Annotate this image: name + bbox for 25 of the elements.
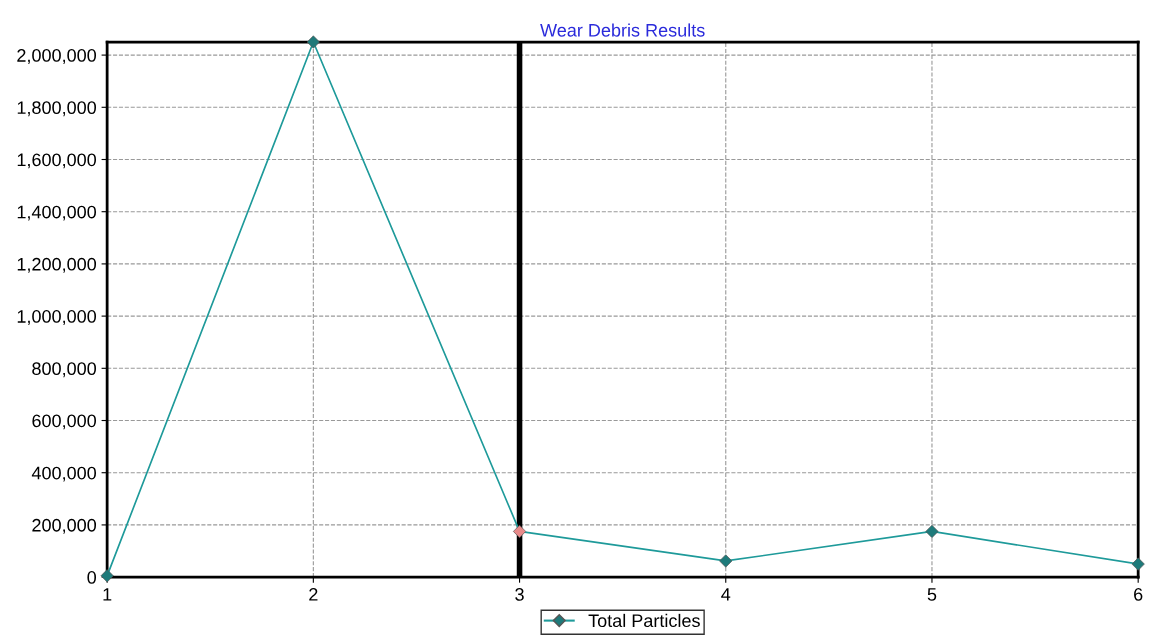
y-tick-label: 1,800,000: [17, 101, 97, 117]
x-tick-label: 4: [721, 588, 731, 601]
point: [100, 569, 114, 583]
y-tick-label: 1,600,000: [17, 153, 97, 169]
x-tick-label: 2: [309, 588, 318, 601]
x-tick-label: 6: [1134, 588, 1143, 601]
x-tick-label: 5: [927, 588, 937, 601]
y-tick-label: 800,000: [32, 362, 97, 378]
y-tick-label: 1,200,000: [17, 257, 97, 273]
point: [719, 554, 733, 568]
y-tick-label: 200,000: [32, 518, 97, 534]
point: [1131, 557, 1145, 571]
x-tick-label: 3: [515, 588, 524, 601]
y-tick-label: 2,000,000: [17, 49, 97, 64]
point: [512, 524, 527, 539]
y-tick-label: 0: [87, 571, 97, 584]
point: [306, 35, 320, 49]
y-tick-label: 1,400,000: [17, 205, 97, 221]
legend-label: Total Particles: [588, 613, 700, 628]
y-tick-label: 600,000: [32, 414, 97, 430]
y-tick-label: 1,000,000: [17, 310, 97, 325]
y-tick-label: 400,000: [31, 466, 97, 482]
chart-title: Wear Debris Results: [540, 23, 705, 37]
point: [925, 524, 939, 539]
x-tick-label: 1: [103, 588, 112, 601]
